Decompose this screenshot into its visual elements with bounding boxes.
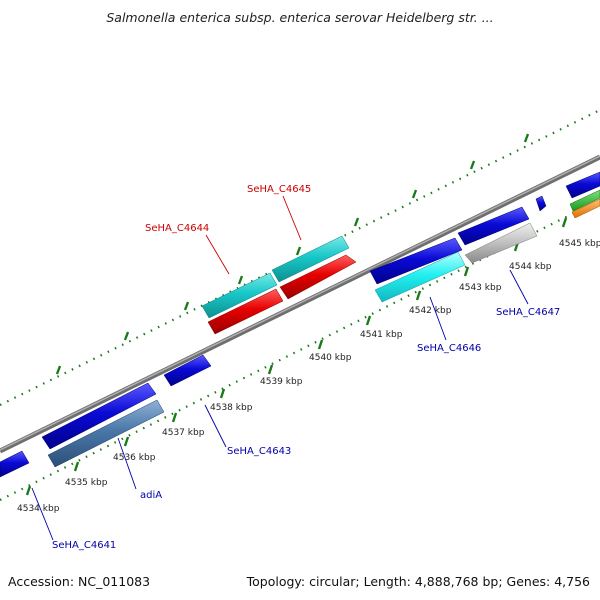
accession-text: Accession: NC_011083 <box>8 574 151 589</box>
genome-summary-text: Topology: circular; Length: 4,888,768 bp… <box>246 574 590 589</box>
ruler-label: 4539 kbp <box>260 377 303 387</box>
gene-gray-c4647[interactable] <box>464 222 538 264</box>
gene-red-c4645[interactable] <box>279 254 357 300</box>
gene-steel-adia[interactable] <box>47 399 165 468</box>
gene-green-right-edge[interactable] <box>569 189 600 212</box>
gene-blue-right-edge[interactable] <box>565 171 600 199</box>
backbone-highlight <box>0 155 600 451</box>
map-title: Salmonella enterica subsp. enterica sero… <box>106 10 494 25</box>
gene-label-seha-c4643[interactable]: SeHA_C4643 <box>227 446 291 457</box>
ruler-label: 4536 kbp <box>113 453 156 463</box>
gene-cyan-bright-c4646[interactable] <box>374 251 466 303</box>
gene-blue-c4643-upstream[interactable] <box>41 382 157 450</box>
gene-blue-small[interactable] <box>163 354 212 387</box>
gene-label-seha-c4641[interactable]: SeHA_C4641 <box>52 540 116 551</box>
gene-label-seha-c4647[interactable]: SeHA_C4647 <box>496 307 560 318</box>
ruler-label: 4540 kbp <box>309 353 352 363</box>
ruler-label: 4535 kbp <box>65 478 108 488</box>
gene-blue-tiny[interactable] <box>535 195 547 212</box>
ruler-label: 4534 kbp <box>17 504 60 514</box>
gene-blue-c4646[interactable] <box>369 237 463 285</box>
ruler-label: 4542 kbp <box>409 306 452 316</box>
gene-orange-right-edge[interactable] <box>571 198 600 219</box>
red-leader-lines <box>205 195 302 275</box>
blue-leader-lines <box>31 269 529 541</box>
gene-blue-arrow[interactable] <box>0 450 30 478</box>
ruler-label: 4538 kbp <box>210 403 253 413</box>
gene-cyan-c4645[interactable] <box>271 235 350 283</box>
ruler-label: 4541 kbp <box>360 330 403 340</box>
ruler-label: 4543 kbp <box>459 283 502 293</box>
gene-red-c4644[interactable] <box>207 288 284 335</box>
ruler-ticks <box>25 217 568 496</box>
gene-label-seha-c4644[interactable]: SeHA_C4644 <box>145 223 209 234</box>
gene-label-seha-c4646[interactable]: SeHA_C4646 <box>417 343 481 354</box>
outer-track-ticks <box>55 133 530 375</box>
ruler-label: 4544 kbp <box>509 262 552 272</box>
gene-label-adia[interactable]: adiA <box>140 490 162 501</box>
ruler-label: 4545 kbp <box>559 239 600 249</box>
ruler-label: 4537 kbp <box>162 428 205 438</box>
gene-blue-c4647[interactable] <box>457 206 530 246</box>
gene-cyan-c4644[interactable] <box>201 272 278 319</box>
genome-backbone <box>0 154 600 454</box>
gene-label-seha-c4645[interactable]: SeHA_C4645 <box>247 184 311 195</box>
